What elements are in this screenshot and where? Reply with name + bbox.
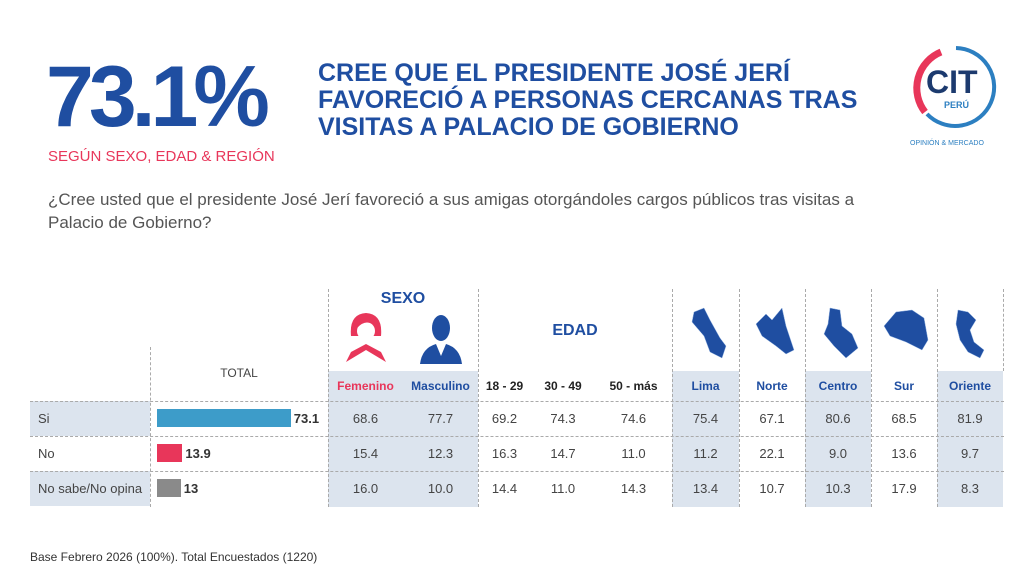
headline-percent: 73.1% bbox=[46, 49, 270, 145]
headline-subtitle: SEGÚN SEXO, EDAD & REGIÓN bbox=[48, 148, 275, 165]
table-cell: 81.9 bbox=[957, 411, 983, 426]
total-header: TOTAL bbox=[220, 366, 258, 380]
table-cell: 74.3 bbox=[550, 411, 576, 426]
centro-map-icon bbox=[818, 306, 868, 364]
table-cell: 9.7 bbox=[960, 446, 980, 461]
column-shade bbox=[328, 371, 403, 507]
column-header: Masculino bbox=[411, 379, 470, 393]
column-divider bbox=[328, 289, 329, 507]
table-cell: 10.3 bbox=[825, 481, 851, 496]
table-cell: 16.3 bbox=[491, 446, 518, 461]
total-value: 73.1 bbox=[293, 411, 320, 426]
total-value: 13.9 bbox=[185, 446, 211, 461]
table-cell: 74.6 bbox=[620, 411, 647, 426]
column-header: 30 - 49 bbox=[544, 379, 582, 393]
total-bar bbox=[157, 479, 181, 497]
row-divider bbox=[30, 436, 1004, 437]
table-cell: 16.0 bbox=[352, 481, 379, 496]
total-bar bbox=[157, 409, 291, 427]
table-cell: 17.9 bbox=[891, 481, 917, 496]
column-header: Centro bbox=[818, 379, 858, 393]
column-divider bbox=[871, 289, 872, 507]
column-header: Lima bbox=[691, 379, 720, 393]
oriente-map-icon bbox=[950, 306, 1000, 364]
table-cell: 68.6 bbox=[352, 411, 379, 426]
column-divider bbox=[937, 289, 938, 507]
cit-logo: CIT PERÚ OPINIÓN & MERCADO bbox=[906, 42, 1006, 152]
total-bar bbox=[157, 444, 183, 462]
logo-tagline: OPINIÓN & MERCADO bbox=[910, 140, 984, 147]
table-cell: 80.6 bbox=[825, 411, 851, 426]
group-label-edad: EDAD bbox=[552, 322, 598, 339]
column-shade bbox=[805, 371, 871, 507]
row-shade bbox=[30, 471, 150, 506]
table-cell: 10.0 bbox=[427, 481, 454, 496]
row-label: No sabe/No opina bbox=[38, 481, 143, 496]
female-icon bbox=[341, 306, 391, 364]
group-label-sexo: SEXO bbox=[380, 290, 426, 307]
table-cell: 8.3 bbox=[960, 481, 980, 496]
table-cell: 12.3 bbox=[427, 446, 454, 461]
lima-map-icon bbox=[686, 306, 736, 364]
column-header: Norte bbox=[756, 379, 788, 393]
column-header: Sur bbox=[893, 379, 914, 393]
table-cell: 10.7 bbox=[759, 481, 785, 496]
sur-map-icon bbox=[882, 306, 932, 364]
column-header: 50 - más bbox=[609, 379, 658, 393]
table-cell: 11.2 bbox=[693, 446, 718, 461]
column-divider bbox=[805, 289, 806, 507]
table-cell: 11.0 bbox=[621, 446, 646, 461]
table-cell: 11.0 bbox=[550, 481, 576, 496]
table-cell: 14.4 bbox=[491, 481, 518, 496]
table-cell: 68.5 bbox=[891, 411, 917, 426]
table-cell: 14.7 bbox=[550, 446, 576, 461]
survey-question: ¿Cree usted que el presidente José Jerí … bbox=[48, 190, 855, 232]
row-divider bbox=[30, 471, 1004, 472]
column-header: Oriente bbox=[948, 379, 991, 393]
row-label: Si bbox=[38, 411, 50, 426]
table-cell: 14.3 bbox=[620, 481, 647, 496]
column-divider bbox=[150, 347, 151, 507]
row-label: No bbox=[38, 446, 55, 461]
row-divider bbox=[30, 401, 1004, 402]
norte-map-icon bbox=[752, 306, 802, 364]
male-icon bbox=[416, 306, 466, 364]
table-cell: 77.7 bbox=[427, 411, 454, 426]
table-cell: 75.4 bbox=[692, 411, 719, 426]
table-cell: 15.4 bbox=[352, 446, 379, 461]
column-shade bbox=[672, 371, 739, 507]
row-shade bbox=[30, 401, 150, 436]
column-divider bbox=[1003, 289, 1004, 371]
total-value: 13 bbox=[183, 481, 199, 496]
column-divider bbox=[478, 289, 479, 507]
table-cell: 13.4 bbox=[692, 481, 719, 496]
table-cell: 67.1 bbox=[759, 411, 785, 426]
column-divider bbox=[672, 289, 673, 507]
column-shade bbox=[937, 371, 1003, 507]
table-cell: 69.2 bbox=[491, 411, 518, 426]
column-shade bbox=[403, 371, 478, 507]
logo-text: CIT bbox=[926, 64, 978, 100]
column-header: 18 - 29 bbox=[485, 379, 524, 393]
column-divider bbox=[739, 289, 740, 507]
headline-title: CREE QUE EL PRESIDENTE JOSÉ JERÍ FAVOREC… bbox=[318, 59, 858, 141]
table-cell: 9.0 bbox=[828, 446, 848, 461]
footer-note: Base Febrero 2026 (100%). Total Encuesta… bbox=[30, 550, 318, 564]
column-header: Femenino bbox=[337, 379, 394, 393]
logo-sub: PERÚ bbox=[944, 100, 970, 110]
table-cell: 13.6 bbox=[891, 446, 917, 461]
table-cell: 22.1 bbox=[759, 446, 785, 461]
